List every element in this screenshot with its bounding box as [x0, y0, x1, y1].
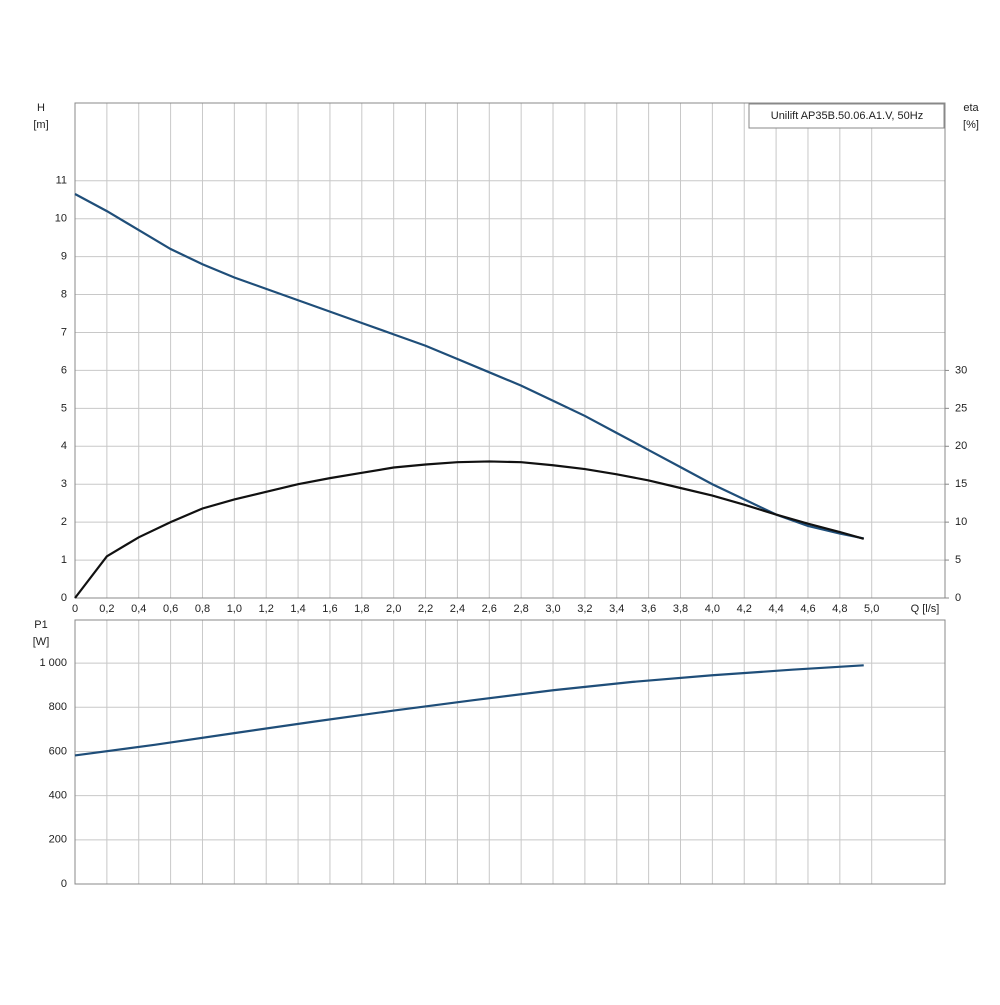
- legend-box: [748, 103, 945, 129]
- y2-tick-label: 25: [955, 402, 967, 414]
- y-tick-label: 0: [61, 878, 67, 890]
- x-tick-label: 3,6: [641, 603, 656, 615]
- x-tick-label: 5,0: [864, 603, 879, 615]
- y-tick-label: 10: [55, 213, 67, 225]
- y-tick-label: 8: [61, 288, 67, 300]
- y-axis-unit: [m]: [33, 119, 48, 131]
- y-tick-label: 4: [61, 440, 67, 452]
- y-tick-label: 5: [61, 402, 67, 414]
- plot-area: [74, 102, 946, 599]
- y-tick-label: 2: [61, 516, 67, 528]
- x-tick-label: 1,8: [354, 603, 369, 615]
- x-tick-label: 2,4: [450, 603, 465, 615]
- chart-title: Unilift AP35B.50.06.A1.V, 50Hz: [771, 110, 923, 122]
- x-tick-label: 1,2: [259, 603, 274, 615]
- x-tick-label: 0,4: [131, 603, 146, 615]
- y-tick-label: 6: [61, 364, 67, 376]
- y-tick-label: 600: [49, 745, 67, 757]
- data-line: [74, 460, 865, 599]
- x-tick-label: 2,8: [514, 603, 529, 615]
- x-axis-label: Q [l/s]: [911, 603, 940, 615]
- y2-tick-label: 30: [955, 364, 967, 376]
- y2-tick-label: 5: [955, 554, 961, 566]
- y-tick-label: 800: [49, 701, 67, 713]
- x-tick-label: 0,8: [195, 603, 210, 615]
- x-tick-label: 1,4: [290, 603, 305, 615]
- y2-axis-label: eta: [963, 102, 979, 114]
- x-tick-label: 2,2: [418, 603, 433, 615]
- y2-tick-label: 20: [955, 440, 967, 452]
- x-tick-label: 4,0: [705, 603, 720, 615]
- y-tick-label: 400: [49, 790, 67, 802]
- plot-border: [74, 619, 946, 885]
- y-tick-label: 3: [61, 478, 67, 490]
- plot-border: [74, 102, 946, 599]
- x-tick-label: 0,2: [99, 603, 114, 615]
- y2-tick-label: 15: [955, 478, 967, 490]
- plot-area: [74, 619, 946, 885]
- y-axis-label: P1: [34, 619, 47, 631]
- data-line: [74, 664, 864, 757]
- x-tick-label: 4,8: [832, 603, 847, 615]
- y-tick-label: 11: [56, 175, 67, 187]
- y-axis-label: H: [37, 102, 45, 114]
- x-tick-label: 2,0: [386, 603, 401, 615]
- x-tick-label: 3,8: [673, 603, 688, 615]
- x-tick-label: 0,6: [163, 603, 178, 615]
- y2-tick-label: 0: [955, 592, 961, 604]
- data-line: [74, 193, 864, 540]
- x-tick-label: 0: [72, 603, 78, 615]
- x-tick-label: 3,2: [577, 603, 592, 615]
- x-tick-label: 4,4: [768, 603, 783, 615]
- x-tick-label: 1,6: [322, 603, 337, 615]
- y2-tick-label: 10: [955, 516, 967, 528]
- x-tick-label: 4,6: [800, 603, 815, 615]
- x-tick-label: 2,6: [482, 603, 497, 615]
- y-tick-label: 200: [49, 834, 67, 846]
- y2-axis-unit: [%]: [963, 119, 979, 131]
- y-tick-label: 1 000: [39, 657, 67, 669]
- x-tick-label: 1,0: [227, 603, 242, 615]
- x-tick-label: 3,4: [609, 603, 624, 615]
- x-tick-label: 3,0: [545, 603, 560, 615]
- y-axis-unit: [W]: [33, 636, 50, 648]
- x-tick-label: 4,2: [737, 603, 752, 615]
- y-tick-label: 7: [61, 326, 67, 338]
- y-tick-label: 9: [61, 251, 67, 263]
- y-tick-label: 0: [61, 592, 67, 604]
- y-tick-label: 1: [61, 554, 67, 566]
